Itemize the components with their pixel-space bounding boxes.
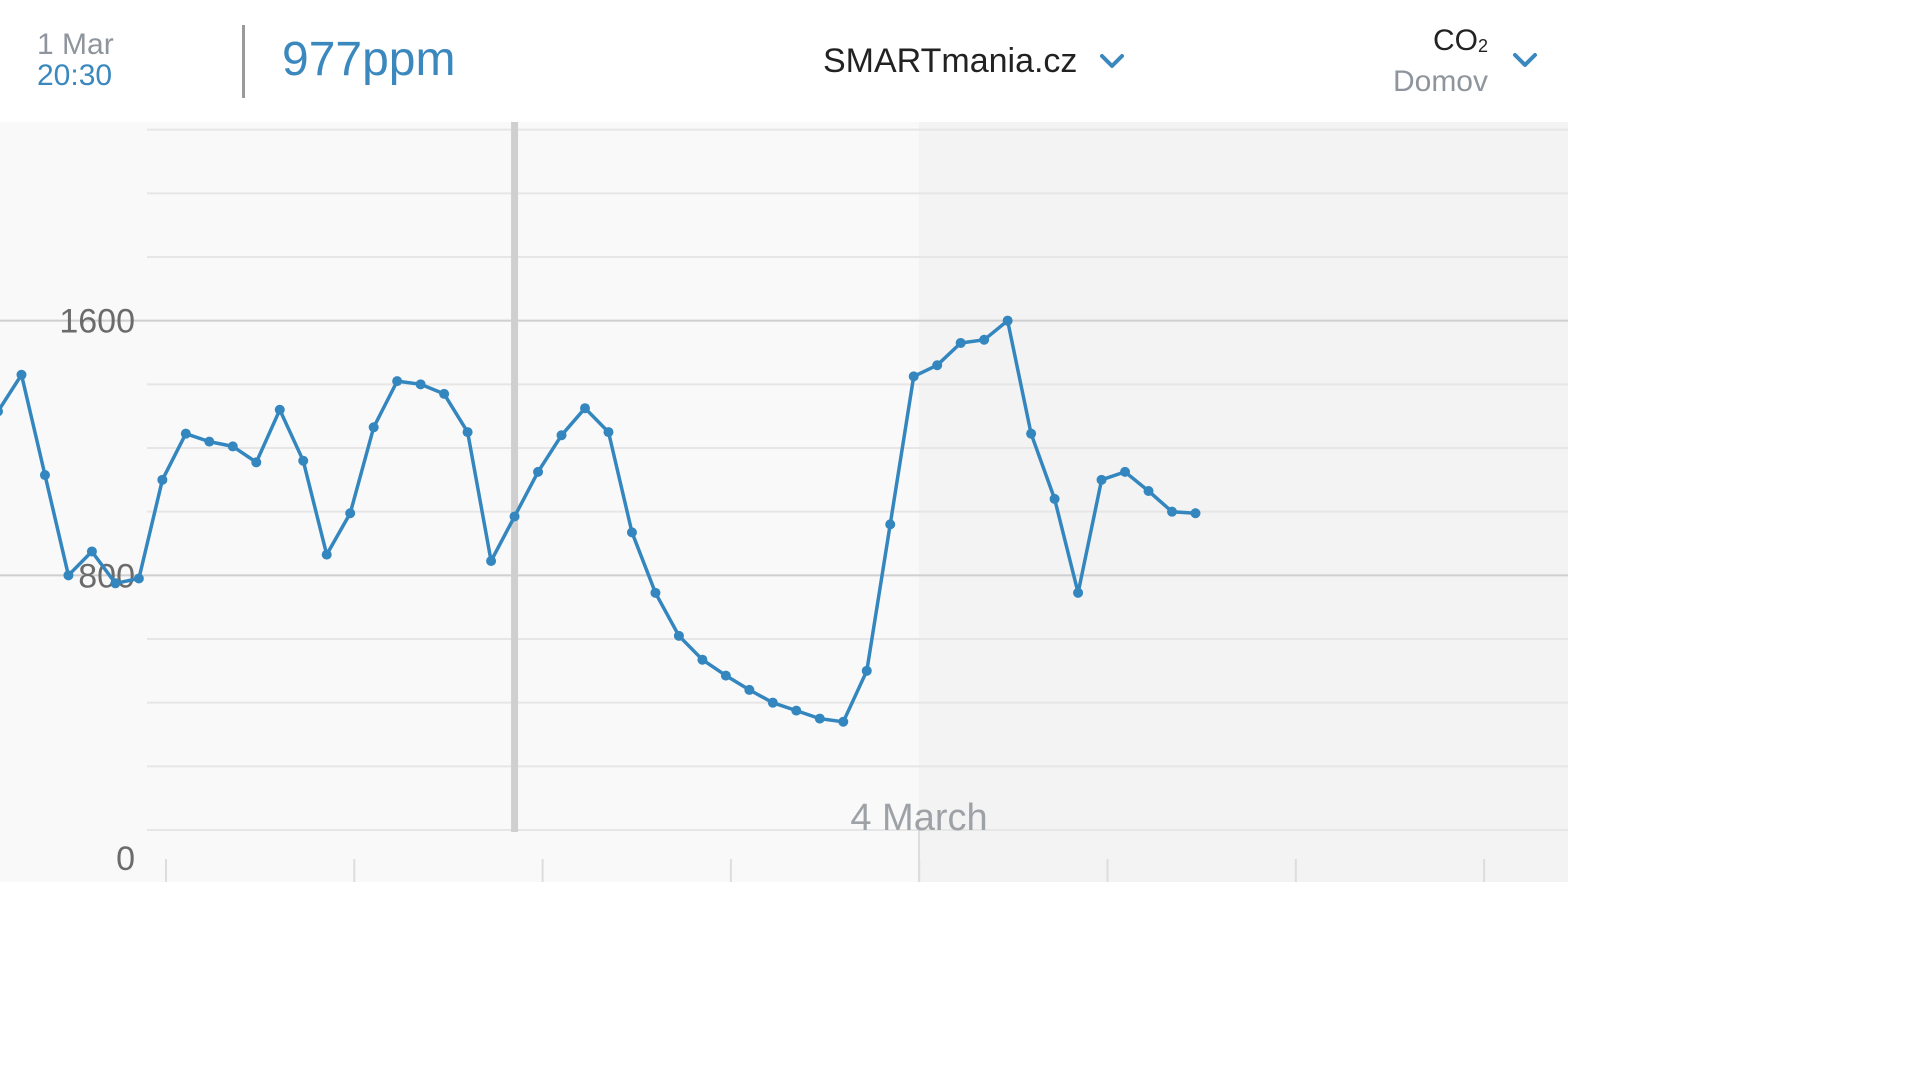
data-point	[133, 573, 144, 584]
data-point	[0, 406, 3, 416]
data-point	[1096, 474, 1107, 485]
data-point	[1002, 315, 1013, 326]
data-point	[63, 570, 74, 581]
data-point	[1143, 485, 1154, 496]
data-point	[345, 508, 356, 519]
data-point	[697, 654, 708, 665]
data-point	[368, 422, 379, 433]
current-reading: 977ppm	[282, 33, 456, 86]
data-point	[885, 519, 896, 530]
data-point	[204, 436, 215, 447]
series-line	[0, 318, 1196, 724]
data-point	[110, 578, 121, 589]
x-day-label: 4 March	[850, 797, 987, 839]
data-point	[908, 371, 919, 382]
sensor-type-main: CO	[1432, 24, 1478, 57]
sensor-type: CO2	[1393, 26, 1488, 56]
data-point	[39, 470, 50, 481]
sensor-type-subscript: 2	[1477, 36, 1488, 56]
plot-background-day2	[919, 122, 1568, 882]
site-dropdown[interactable]: SMARTmania.cz	[823, 44, 1125, 78]
data-point	[486, 556, 497, 567]
data-point	[298, 455, 309, 466]
sensor-location: Domov	[1392, 65, 1488, 98]
data-point	[744, 684, 755, 695]
data-point	[533, 466, 544, 477]
y-tick-label: 0	[116, 840, 135, 878]
chevron-down-icon	[1100, 54, 1125, 68]
data-point	[462, 427, 473, 438]
data-point	[415, 379, 426, 390]
sensor-dropdown[interactable]: CO2 Domov	[1393, 26, 1538, 97]
header-divider	[242, 25, 245, 98]
data-point	[1190, 508, 1201, 519]
data-point	[321, 549, 332, 560]
data-point	[838, 716, 849, 727]
data-point	[227, 441, 238, 452]
selected-date: 1 Mar	[37, 28, 114, 61]
data-point	[251, 457, 262, 468]
data-point	[157, 474, 168, 485]
data-point	[16, 369, 27, 380]
data-point	[1120, 466, 1131, 477]
data-point	[650, 587, 661, 598]
data-point	[814, 713, 825, 724]
data-point	[509, 511, 520, 522]
data-point	[556, 430, 567, 441]
selected-timestamp: 1 Mar 20:30	[37, 30, 114, 91]
data-point	[439, 388, 450, 399]
data-point	[932, 360, 943, 371]
data-point	[603, 427, 614, 438]
co2-chart[interactable]: 0800160024004 March	[0, 122, 1568, 882]
data-point	[861, 665, 872, 676]
data-point	[791, 705, 802, 716]
y-tick-label: 800	[78, 557, 135, 595]
data-point	[580, 403, 590, 414]
plot-background-day1	[0, 122, 919, 882]
data-point	[767, 697, 778, 708]
data-point	[626, 527, 637, 538]
chevron-down-icon	[1513, 52, 1537, 67]
data-point	[1167, 506, 1177, 517]
site-name: SMARTmania.cz	[823, 42, 1078, 80]
data-point	[392, 376, 403, 387]
data-point	[1073, 587, 1084, 598]
data-point	[1026, 428, 1037, 439]
data-point	[955, 337, 966, 348]
header-bar: 1 Mar 20:30 977ppm SMARTmania.cz CO2 Dom…	[0, 0, 1568, 122]
data-point	[673, 630, 684, 641]
chart-canvas[interactable]: 0800160024004 March	[0, 122, 1568, 882]
data-point	[979, 334, 990, 345]
data-point	[720, 670, 731, 681]
selected-time: 20:30	[37, 59, 113, 92]
sensor-labels: CO2 Domov	[1393, 26, 1488, 97]
data-point	[1049, 493, 1060, 504]
data-point	[86, 546, 97, 557]
data-point	[274, 404, 285, 415]
y-tick-label: 1600	[59, 303, 135, 341]
data-point	[180, 428, 191, 439]
